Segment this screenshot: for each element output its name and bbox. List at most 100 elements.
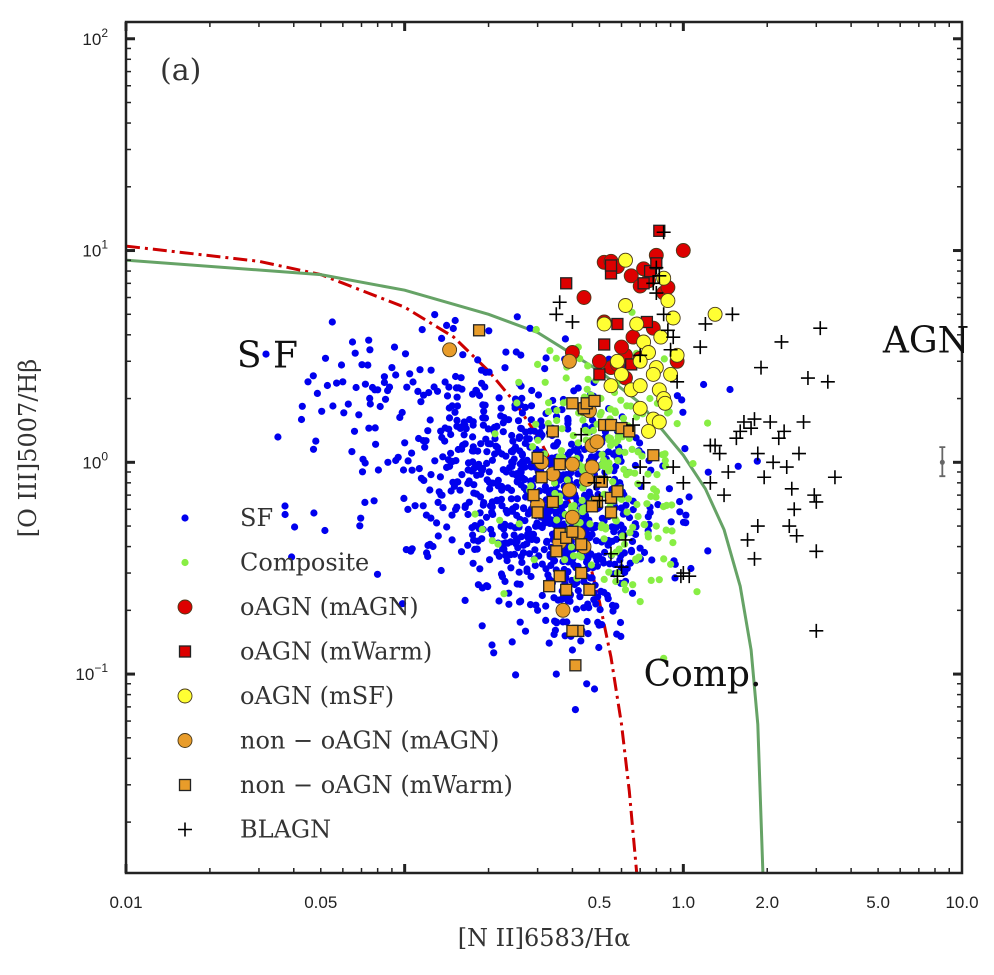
data-point <box>351 349 359 357</box>
data-point <box>364 361 372 369</box>
data-point <box>657 395 673 411</box>
data-point <box>564 414 572 423</box>
y-tick-label: 101 <box>82 238 108 261</box>
data-point <box>408 466 416 474</box>
blagn-marker <box>827 470 842 485</box>
data-point <box>298 402 306 410</box>
data-point <box>521 475 529 484</box>
data-point <box>618 532 627 540</box>
data-point <box>645 366 661 382</box>
data-point <box>507 495 515 503</box>
data-point <box>433 519 441 527</box>
data-point <box>469 421 477 429</box>
data-point <box>658 451 667 459</box>
data-point <box>431 457 439 465</box>
data-point <box>611 317 624 331</box>
data-point <box>483 459 491 467</box>
data-point <box>514 544 522 552</box>
data-point <box>434 498 442 506</box>
data-point <box>411 502 419 510</box>
series-blagn <box>549 225 842 638</box>
data-point <box>417 398 425 406</box>
data-point <box>594 593 602 601</box>
data-point <box>443 523 451 531</box>
data-point <box>472 386 480 394</box>
data-point <box>621 586 630 594</box>
data-point <box>612 535 621 543</box>
blagn-marker <box>747 551 762 566</box>
data-point <box>297 415 306 424</box>
data-point <box>473 471 481 479</box>
data-point <box>600 535 608 543</box>
data-point <box>514 417 523 425</box>
data-point <box>518 409 527 417</box>
data-point <box>600 588 608 596</box>
data-point <box>470 489 478 497</box>
data-point <box>388 364 396 372</box>
data-point <box>494 540 502 548</box>
data-point <box>517 424 525 432</box>
blagn-marker <box>703 475 718 490</box>
data-point <box>541 378 549 386</box>
region-label: AGN <box>882 321 969 362</box>
data-point <box>553 458 566 471</box>
data-point <box>358 361 366 369</box>
data-point <box>398 408 406 417</box>
data-point <box>380 378 388 387</box>
data-point <box>527 402 536 410</box>
data-point <box>472 324 486 337</box>
data-point <box>604 541 612 549</box>
data-point <box>640 548 649 557</box>
data-point <box>524 525 533 534</box>
x-tick-label: 0.5 <box>588 893 612 912</box>
data-point <box>493 497 501 505</box>
data-point <box>479 414 487 422</box>
data-point <box>498 486 506 494</box>
data-point <box>407 547 415 555</box>
data-point <box>534 606 542 614</box>
data-point <box>424 427 432 435</box>
legend-item: oAGN (mAGN) <box>177 593 419 621</box>
data-point <box>604 418 618 432</box>
data-point <box>495 394 503 402</box>
legend-marker <box>178 645 192 658</box>
data-point <box>564 509 580 525</box>
data-point <box>459 351 467 359</box>
data-point <box>489 479 497 487</box>
data-point <box>673 392 682 400</box>
data-point <box>564 450 572 458</box>
data-point <box>474 447 482 455</box>
data-point <box>484 425 492 433</box>
data-point <box>521 517 529 525</box>
data-point <box>479 401 487 409</box>
data-point <box>598 338 611 351</box>
data-point <box>498 502 506 510</box>
data-point <box>534 436 542 444</box>
data-point <box>547 506 555 514</box>
data-point <box>613 630 621 638</box>
data-point <box>575 566 588 580</box>
region-label: S F <box>237 335 298 376</box>
data-point <box>542 354 550 362</box>
data-point <box>598 521 606 529</box>
data-point <box>626 559 634 567</box>
data-point <box>621 448 629 456</box>
data-point <box>546 495 559 509</box>
data-point <box>628 445 636 453</box>
blagn-marker <box>592 493 607 508</box>
data-point <box>447 487 455 495</box>
data-point <box>456 486 464 494</box>
data-point <box>634 512 642 521</box>
data-point <box>310 509 318 517</box>
data-point <box>498 450 506 458</box>
data-point <box>641 521 649 529</box>
data-point <box>541 483 550 491</box>
data-point <box>513 495 522 503</box>
data-point <box>534 360 542 368</box>
blagn-marker <box>656 225 671 240</box>
x-tick-label: 2.0 <box>755 893 779 912</box>
data-point <box>531 546 539 554</box>
data-point <box>632 378 648 394</box>
data-point <box>704 468 712 476</box>
